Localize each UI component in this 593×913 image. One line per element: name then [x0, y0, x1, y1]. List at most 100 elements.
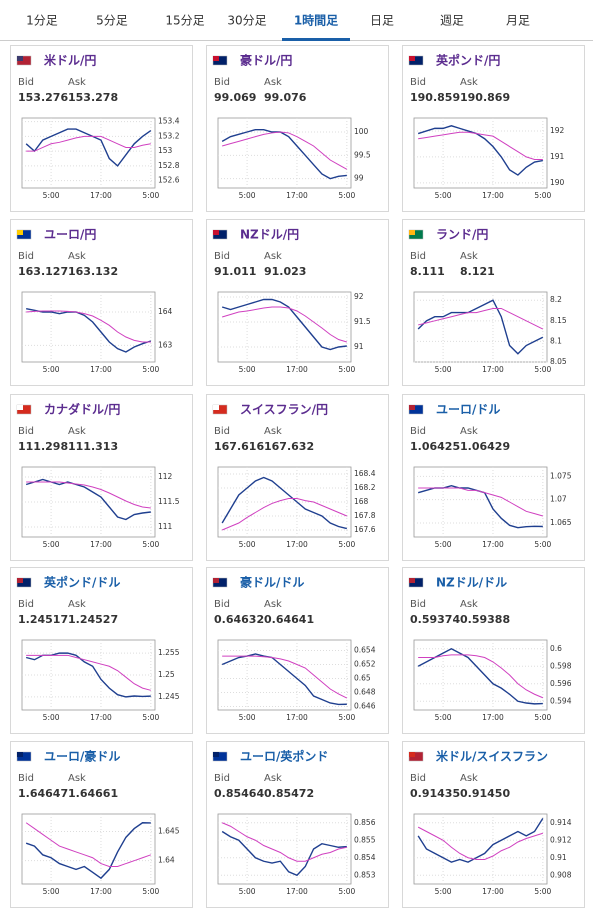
flag [409, 56, 415, 61]
y-tick-label: 0.598 [550, 661, 572, 670]
x-tick-label: 5:00 [534, 713, 551, 722]
moving-average-line [417, 826, 543, 860]
x-tick-label: 5:00 [534, 365, 551, 374]
rate-card[interactable]: NZドル/円 Bid Ask 91.011 91.023 92 91.5 91 5:00 17:0… [206, 219, 389, 386]
chart-frame [217, 117, 352, 189]
bid-value: 0.85464 [214, 787, 264, 800]
y-tick-label: 192 [550, 126, 565, 135]
active-tab-underline [282, 38, 350, 41]
y-tick-label: 8.2 [550, 295, 562, 304]
tab[interactable]: 月足 [506, 14, 530, 28]
moving-average-line [222, 306, 347, 343]
x-tick-label: 5:00 [43, 887, 60, 896]
bid-value: 0.91435 [410, 787, 460, 800]
ask-value: 99.076 [264, 91, 307, 104]
y-tick-label: 153.2 [158, 131, 180, 140]
bid-value: 111.298 [18, 440, 68, 453]
rate-card[interactable]: 豪ドル/円 Bid Ask 99.069 99.076 100 99.5 99 5:00 17:0… [206, 45, 389, 212]
x-tick-label: 17:00 [90, 887, 112, 896]
chart-frame [217, 291, 352, 363]
ask-value: 163.132 [68, 265, 118, 278]
ask-label: Ask [68, 599, 86, 610]
y-tick-label: 167.8 [354, 511, 376, 520]
x-tick-label: 17:00 [286, 887, 308, 896]
tab[interactable]: 5分足 [96, 14, 128, 28]
x-tick-label: 5:00 [435, 365, 452, 374]
y-tick-label: 163 [158, 340, 173, 349]
ask-label: Ask [264, 77, 282, 88]
y-tick-label: 152.8 [158, 161, 180, 170]
x-tick-label: 5:00 [534, 191, 551, 200]
ask-value: 111.313 [68, 440, 118, 453]
bid-value: 91.011 [214, 265, 256, 278]
y-tick-label: 0.654 [354, 646, 376, 655]
flag [213, 405, 219, 410]
pair-name: 米ドル/円 [44, 53, 96, 68]
moving-average-line [418, 654, 544, 699]
bid-label: Bid [214, 77, 230, 88]
x-tick-label: 5:00 [43, 713, 60, 722]
tab[interactable]: 1分足 [26, 14, 58, 28]
pair-name: 米ドル/スイスフラン [436, 749, 548, 764]
ask-label: Ask [264, 773, 282, 784]
x-tick-label: 17:00 [286, 540, 308, 549]
chart-frame [413, 291, 548, 363]
x-tick-label: 5:00 [239, 540, 256, 549]
ask-label: Ask [460, 426, 478, 437]
chart-frame [413, 639, 548, 711]
moving-average-line [221, 822, 347, 862]
x-tick-label: 5:00 [338, 713, 355, 722]
ask-value: 8.121 [460, 265, 495, 278]
pair-name: NZドル/ドル [436, 576, 507, 590]
x-tick-label: 5:00 [43, 365, 60, 374]
ask-value: 1.24527 [68, 613, 118, 626]
tab[interactable]: 30分足 [227, 14, 266, 28]
ask-value: 91.023 [264, 265, 306, 278]
y-tick-label: 168.4 [354, 469, 376, 478]
tab[interactable]: 15分足 [165, 14, 204, 28]
ask-label: Ask [264, 426, 282, 437]
y-tick-label: 1.245 [158, 692, 180, 701]
y-tick-label: 1.645 [158, 827, 180, 836]
ask-value: 0.59388 [460, 613, 510, 626]
bid-value: 1.24517 [18, 613, 68, 626]
y-tick-label: 91.5 [354, 317, 371, 326]
moving-average-line [26, 654, 151, 691]
y-tick-label: 100 [354, 127, 369, 136]
x-tick-label: 5:00 [534, 540, 551, 549]
tab[interactable]: 1時間足 [294, 13, 338, 28]
price-line [25, 822, 151, 880]
tab[interactable]: 日足 [370, 14, 394, 28]
ask-value: 153.278 [68, 91, 118, 104]
flag [213, 752, 219, 757]
pair-name: NZドル/円 [240, 228, 299, 242]
y-tick-label: 8.1 [550, 336, 562, 345]
x-tick-label: 5:00 [239, 887, 256, 896]
y-tick-label: 0.855 [354, 835, 376, 844]
bid-value: 99.069 [214, 91, 256, 104]
tab[interactable]: 週足 [440, 14, 464, 28]
ask-value: 1.64661 [68, 787, 118, 800]
y-tick-label: 1.07 [550, 495, 567, 504]
bid-value: 0.64632 [214, 613, 264, 626]
y-tick-label: 0.91 [550, 853, 567, 862]
pair-name: ユーロ/ドル [436, 403, 500, 417]
bid-value: 1.06425 [410, 440, 460, 453]
x-tick-label: 5:00 [338, 540, 355, 549]
price-line [221, 298, 347, 351]
chart-frame [413, 813, 548, 885]
price-line [221, 128, 347, 180]
